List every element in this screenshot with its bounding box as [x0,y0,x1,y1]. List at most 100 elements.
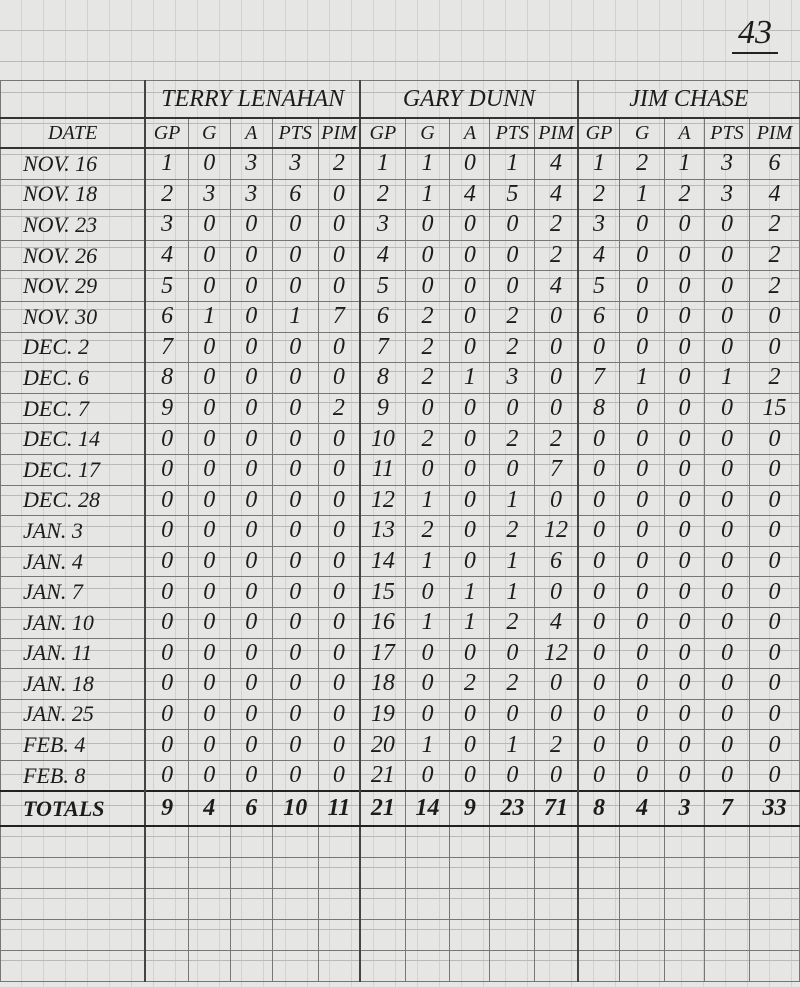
stat-cell: 71 [534,790,579,828]
stat-cell: 0 [489,270,536,302]
stat-cell: 2 [748,270,800,302]
date-cell: NOV. 16 [0,147,146,180]
stat-cell: 3 [664,790,705,828]
stat-cell: 0 [449,392,491,425]
table-row: JAN. 25 0 0 0 0 0 19 0 0 0 0 0 0 0 0 0 [0,698,800,731]
stat-cell: 0 [619,576,666,608]
stat-cell: 0 [271,453,319,486]
stat-cell: 1 [449,606,491,639]
stat-cell: 1 [489,484,536,517]
stat-cell: 0 [703,545,750,578]
empty-cell [0,825,146,859]
stat-cell: 0 [404,698,451,731]
stat-cell: 0 [271,239,319,272]
empty-cell [359,919,406,952]
stat-cell: 0 [703,453,750,486]
table-row: JAN. 3 0 0 0 0 0 13 2 0 2 12 0 0 0 0 0 [0,515,800,547]
stat-column-header: PTS [271,117,319,149]
stat-cell: 0 [703,759,750,792]
empty-cell [187,888,231,921]
stat-cell: 12 [534,515,579,547]
stat-cell: 0 [271,331,319,364]
stat-column-header: G [619,117,666,149]
stat-column-header: PIM [317,117,361,149]
stat-cell: 7 [534,453,579,486]
empty-cell [703,950,750,983]
empty-cell [359,825,406,859]
stat-cell: 0 [187,423,231,455]
empty-cell [576,919,621,952]
stat-cell: 0 [619,392,666,425]
stat-cell: 1 [703,362,750,394]
stat-cell: 2 [144,178,189,211]
stat-cell: 0 [271,668,319,700]
empty-cell [271,825,319,859]
stat-cell: 1 [404,729,451,761]
stat-cell: 0 [187,239,231,272]
stat-cell: 0 [534,698,579,731]
stat-cell: 0 [748,759,800,792]
column-header-row: DATE GP G A PTS PIM GP G A PTS PIM GP G A PTS PIM [0,117,800,149]
stat-cell: 0 [748,729,800,761]
stat-cell: 0 [489,453,536,486]
stat-cell: 4 [187,790,231,828]
stat-cell: 0 [619,484,666,517]
empty-cell [703,825,750,859]
empty-cell [748,919,800,952]
stat-cell: 0 [489,759,536,792]
empty-cell [187,919,231,952]
stat-cell: 0 [317,453,361,486]
stat-cell: 0 [144,453,189,486]
stat-cell: 0 [317,698,361,731]
stat-cell: 4 [534,147,579,180]
empty-cell [271,888,319,921]
empty-cell [187,825,231,859]
stat-cell: 1 [489,545,536,578]
stat-cell: 0 [229,668,273,700]
stat-cell: 0 [229,515,273,547]
stat-cell: 0 [664,209,705,241]
stat-cell: 15 [359,576,406,608]
empty-cell [576,950,621,983]
empty-cell [534,888,579,921]
stat-cell: 0 [703,484,750,517]
empty-cell [619,888,666,921]
player-name: GARY DUNN [359,80,579,119]
stat-cell: 0 [144,759,189,792]
stat-cell: 7 [703,790,750,828]
stat-cell: 0 [317,515,361,547]
empty-row [0,919,800,952]
stat-cell: 0 [619,729,666,761]
stat-cell: 4 [534,270,579,302]
stat-cell: 9 [449,790,491,828]
date-cell: FEB. 8 [0,759,146,792]
empty-cell [271,919,319,952]
stat-cell: 0 [404,270,451,302]
stat-cell: 3 [489,362,536,394]
stat-cell: 0 [748,606,800,639]
stat-cell: 0 [449,515,491,547]
stat-cell: 0 [534,300,579,333]
stat-cell: 0 [271,209,319,241]
stat-cell: 4 [144,239,189,272]
stat-cell: 2 [534,239,579,272]
stat-cell: 0 [619,453,666,486]
stat-cell: 4 [534,606,579,639]
empty-cell [664,919,705,952]
date-cell: DEC. 6 [0,362,146,394]
stat-cell: 0 [576,668,621,700]
empty-cell [449,919,491,952]
stat-cell: 1 [404,147,451,180]
stat-cell: 2 [534,423,579,455]
stat-cell: 0 [229,270,273,302]
stat-cell: 0 [144,576,189,608]
stat-cell: 1 [489,576,536,608]
stat-cell: 0 [576,729,621,761]
stat-cell: 0 [187,576,231,608]
stat-cell: 2 [359,178,406,211]
date-cell: JAN. 11 [0,637,146,670]
empty-cell [489,919,536,952]
table-row: DEC. 17 0 0 0 0 0 11 0 0 0 7 0 0 0 0 0 [0,453,800,486]
